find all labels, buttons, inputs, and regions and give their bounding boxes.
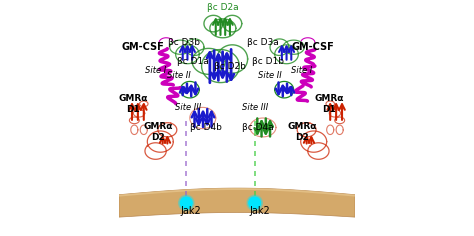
Text: βc D2a: βc D2a <box>207 3 238 12</box>
Text: GMRα
D2: GMRα D2 <box>143 122 173 142</box>
Text: Site I: Site I <box>292 66 312 75</box>
Text: Site III: Site III <box>242 103 268 112</box>
Text: GM-CSF: GM-CSF <box>121 42 164 52</box>
Polygon shape <box>119 188 355 197</box>
Polygon shape <box>119 188 355 217</box>
Circle shape <box>181 197 192 209</box>
Text: Jak2: Jak2 <box>249 206 270 216</box>
Circle shape <box>179 195 194 211</box>
Text: βc D1a: βc D1a <box>177 57 209 66</box>
Text: βc D3a: βc D3a <box>247 38 279 47</box>
Text: Jak2: Jak2 <box>181 206 201 216</box>
Text: GMRα
D1: GMRα D1 <box>314 94 344 114</box>
Text: GMRα
D2: GMRα D2 <box>287 122 317 142</box>
Text: GM-CSF: GM-CSF <box>291 42 334 52</box>
Text: βc D4a: βc D4a <box>242 123 274 132</box>
Circle shape <box>247 195 263 211</box>
Text: βc D2b: βc D2b <box>214 62 246 71</box>
Text: GMRα
D1: GMRα D1 <box>118 94 148 114</box>
Text: Site II: Site II <box>258 71 282 80</box>
Text: Site III: Site III <box>175 103 202 112</box>
Text: Site II: Site II <box>167 71 191 80</box>
Text: βc D3b: βc D3b <box>168 38 200 47</box>
Text: βc D1b: βc D1b <box>252 57 283 66</box>
Circle shape <box>249 197 261 209</box>
Text: βc D4b: βc D4b <box>191 123 222 132</box>
Text: Site I: Site I <box>145 66 166 75</box>
